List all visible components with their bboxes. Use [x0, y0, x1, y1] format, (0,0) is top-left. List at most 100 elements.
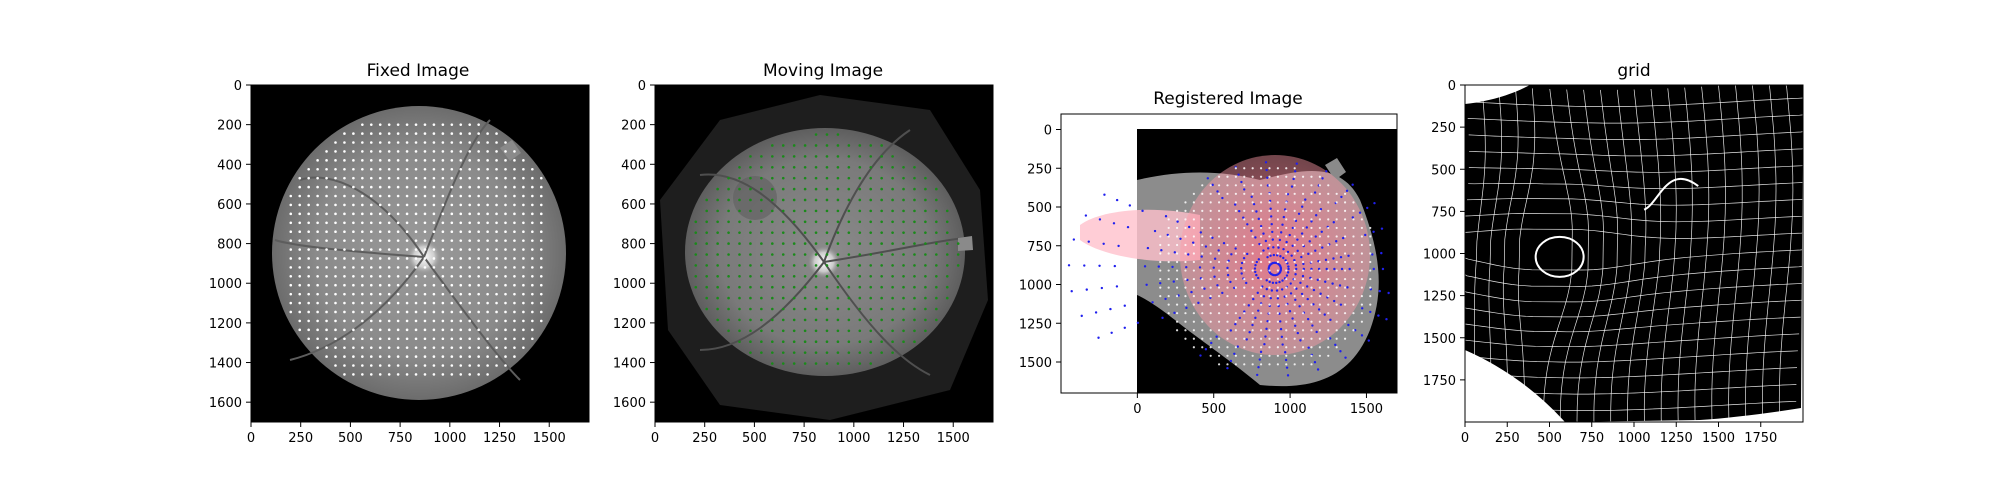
- keypoint: [1226, 252, 1228, 254]
- keypoint: [705, 297, 708, 300]
- keypoint: [334, 204, 337, 207]
- keypoint: [891, 330, 894, 333]
- keypoint: [540, 186, 543, 189]
- keypoint: [486, 230, 489, 233]
- keypoint: [1287, 251, 1289, 253]
- keypoint: [891, 155, 894, 158]
- panel4-title: grid: [1617, 61, 1650, 81]
- keypoint: [815, 199, 818, 202]
- keypoint: [468, 364, 471, 367]
- keypoint: [1290, 282, 1292, 284]
- keypoint: [1310, 244, 1312, 246]
- keypoint: [1314, 361, 1316, 363]
- keypoint: [495, 221, 498, 224]
- keypoint: [531, 186, 534, 189]
- keypoint: [370, 213, 373, 216]
- keypoint: [1226, 312, 1228, 314]
- keypoint: [433, 123, 436, 126]
- keypoint: [1221, 292, 1223, 294]
- keypoint: [459, 248, 462, 251]
- keypoint: [1159, 287, 1161, 289]
- keypoint: [1235, 287, 1237, 289]
- keypoint: [848, 231, 851, 234]
- keypoint: [1381, 227, 1383, 229]
- keypoint: [837, 297, 840, 300]
- keypoint: [1285, 269, 1287, 271]
- keypoint: [1266, 177, 1268, 179]
- keypoint: [397, 320, 400, 323]
- keypoint: [504, 284, 507, 287]
- keypoint: [1285, 304, 1287, 306]
- keypoint: [1192, 241, 1194, 243]
- keypoint: [1302, 321, 1304, 323]
- keypoint: [793, 155, 796, 158]
- keypoint: [522, 320, 525, 323]
- keypoint: [1252, 321, 1254, 323]
- keypoint: [361, 177, 364, 180]
- keypoint: [379, 337, 382, 340]
- keypoint: [442, 355, 445, 358]
- keypoint: [1277, 321, 1279, 323]
- keypoint: [415, 213, 418, 216]
- keypoint: [513, 221, 516, 224]
- keypoint: [1325, 259, 1327, 261]
- keypoint: [1285, 201, 1287, 203]
- keypoint: [486, 221, 489, 224]
- keypoint: [352, 293, 355, 296]
- keypoint: [334, 355, 337, 358]
- keypoint: [343, 346, 346, 349]
- keypoint: [289, 266, 292, 269]
- keypoint: [1235, 176, 1237, 178]
- keypoint: [858, 166, 861, 169]
- keypoint: [913, 319, 916, 322]
- keypoint: [1252, 338, 1254, 340]
- keypoint: [486, 168, 489, 171]
- keypoint: [782, 144, 785, 147]
- keypoint: [459, 239, 462, 242]
- keypoint: [334, 239, 337, 242]
- keypoint: [1307, 346, 1309, 348]
- keypoint: [379, 132, 382, 135]
- keypoint: [749, 330, 752, 333]
- keypoint: [1176, 321, 1178, 323]
- keypoint: [343, 132, 346, 135]
- keypoint: [1235, 210, 1237, 212]
- keypoint: [522, 257, 525, 260]
- keypoint: [1226, 355, 1228, 357]
- keypoint: [782, 297, 785, 300]
- keypoint: [289, 230, 292, 233]
- keypoint: [1213, 267, 1215, 269]
- keypoint: [848, 155, 851, 158]
- keypoint: [1218, 278, 1220, 280]
- keypoint: [1282, 257, 1284, 259]
- keypoint: [1210, 201, 1212, 203]
- keypoint: [334, 293, 337, 296]
- keypoint: [1361, 321, 1363, 323]
- keypoint: [406, 239, 409, 242]
- keypoint: [738, 308, 741, 311]
- keypoint: [858, 177, 861, 180]
- keypoint: [1234, 323, 1236, 325]
- keypoint: [1200, 255, 1202, 257]
- keypoint: [379, 311, 382, 314]
- keypoint: [1301, 205, 1303, 207]
- keypoint: [1246, 253, 1248, 255]
- keypoint: [477, 266, 480, 269]
- keypoint: [316, 239, 319, 242]
- keypoint: [1234, 247, 1236, 249]
- keypoint: [1266, 279, 1268, 281]
- keypoint: [468, 195, 471, 198]
- keypoint: [1277, 346, 1279, 348]
- keypoint: [424, 159, 427, 162]
- keypoint: [531, 257, 534, 260]
- keypoint: [1334, 344, 1336, 346]
- keypoint: [760, 253, 763, 256]
- keypoint: [771, 199, 774, 202]
- keypoint: [406, 257, 409, 260]
- keypoint: [935, 253, 938, 256]
- keypoint: [1380, 252, 1382, 254]
- keypoint: [531, 337, 534, 340]
- keypoint: [1088, 240, 1090, 242]
- keypoint: [727, 220, 730, 223]
- keypoint: [1313, 289, 1315, 291]
